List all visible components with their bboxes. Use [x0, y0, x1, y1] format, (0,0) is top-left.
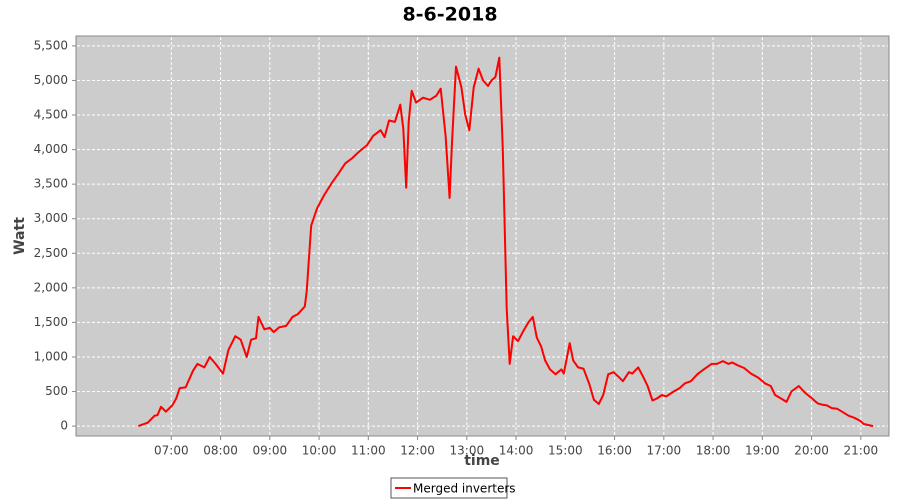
x-tick-label: 14:00	[499, 444, 534, 458]
y-tick-label: 2,000	[34, 280, 68, 294]
y-tick-label: 1,000	[34, 349, 68, 363]
x-tick-label: 11:00	[351, 444, 386, 458]
x-tick-label: 10:00	[302, 444, 337, 458]
x-tick-label: 18:00	[696, 444, 731, 458]
plot-area	[75, 35, 890, 437]
x-axis-label: time	[464, 453, 500, 469]
y-tick-label: 5,000	[34, 73, 68, 87]
chart-title: 8-6-2018	[402, 4, 497, 26]
x-tick-label: 12:00	[400, 444, 435, 458]
y-axis-label: Watt	[12, 217, 28, 255]
y-tick-label: 4,500	[34, 108, 68, 122]
x-tick-label: 20:00	[794, 444, 829, 458]
x-tick-label: 19:00	[745, 444, 780, 458]
x-tick-label: 07:00	[154, 444, 189, 458]
y-tick-label: 500	[45, 384, 68, 398]
legend-label: Merged inverters	[413, 482, 516, 496]
y-tick-label: 2,500	[34, 246, 68, 260]
legend	[390, 477, 508, 499]
x-tick-label: 21:00	[844, 444, 879, 458]
x-tick-label: 15:00	[548, 444, 583, 458]
x-tick-label: 08:00	[203, 444, 238, 458]
x-tick-label: 13:00	[450, 444, 485, 458]
data-line	[137, 56, 874, 428]
x-tick-label: 16:00	[597, 444, 632, 458]
y-tick-label: 3,000	[34, 211, 68, 225]
y-tick-label: 5,500	[34, 38, 68, 52]
x-tick-label: 09:00	[253, 444, 288, 458]
y-tick-label: 0	[60, 419, 68, 433]
y-tick-label: 1,500	[34, 315, 68, 329]
x-tick-label: 17:00	[647, 444, 682, 458]
y-tick-label: 3,500	[34, 177, 68, 191]
y-tick-label: 4,000	[34, 142, 68, 156]
